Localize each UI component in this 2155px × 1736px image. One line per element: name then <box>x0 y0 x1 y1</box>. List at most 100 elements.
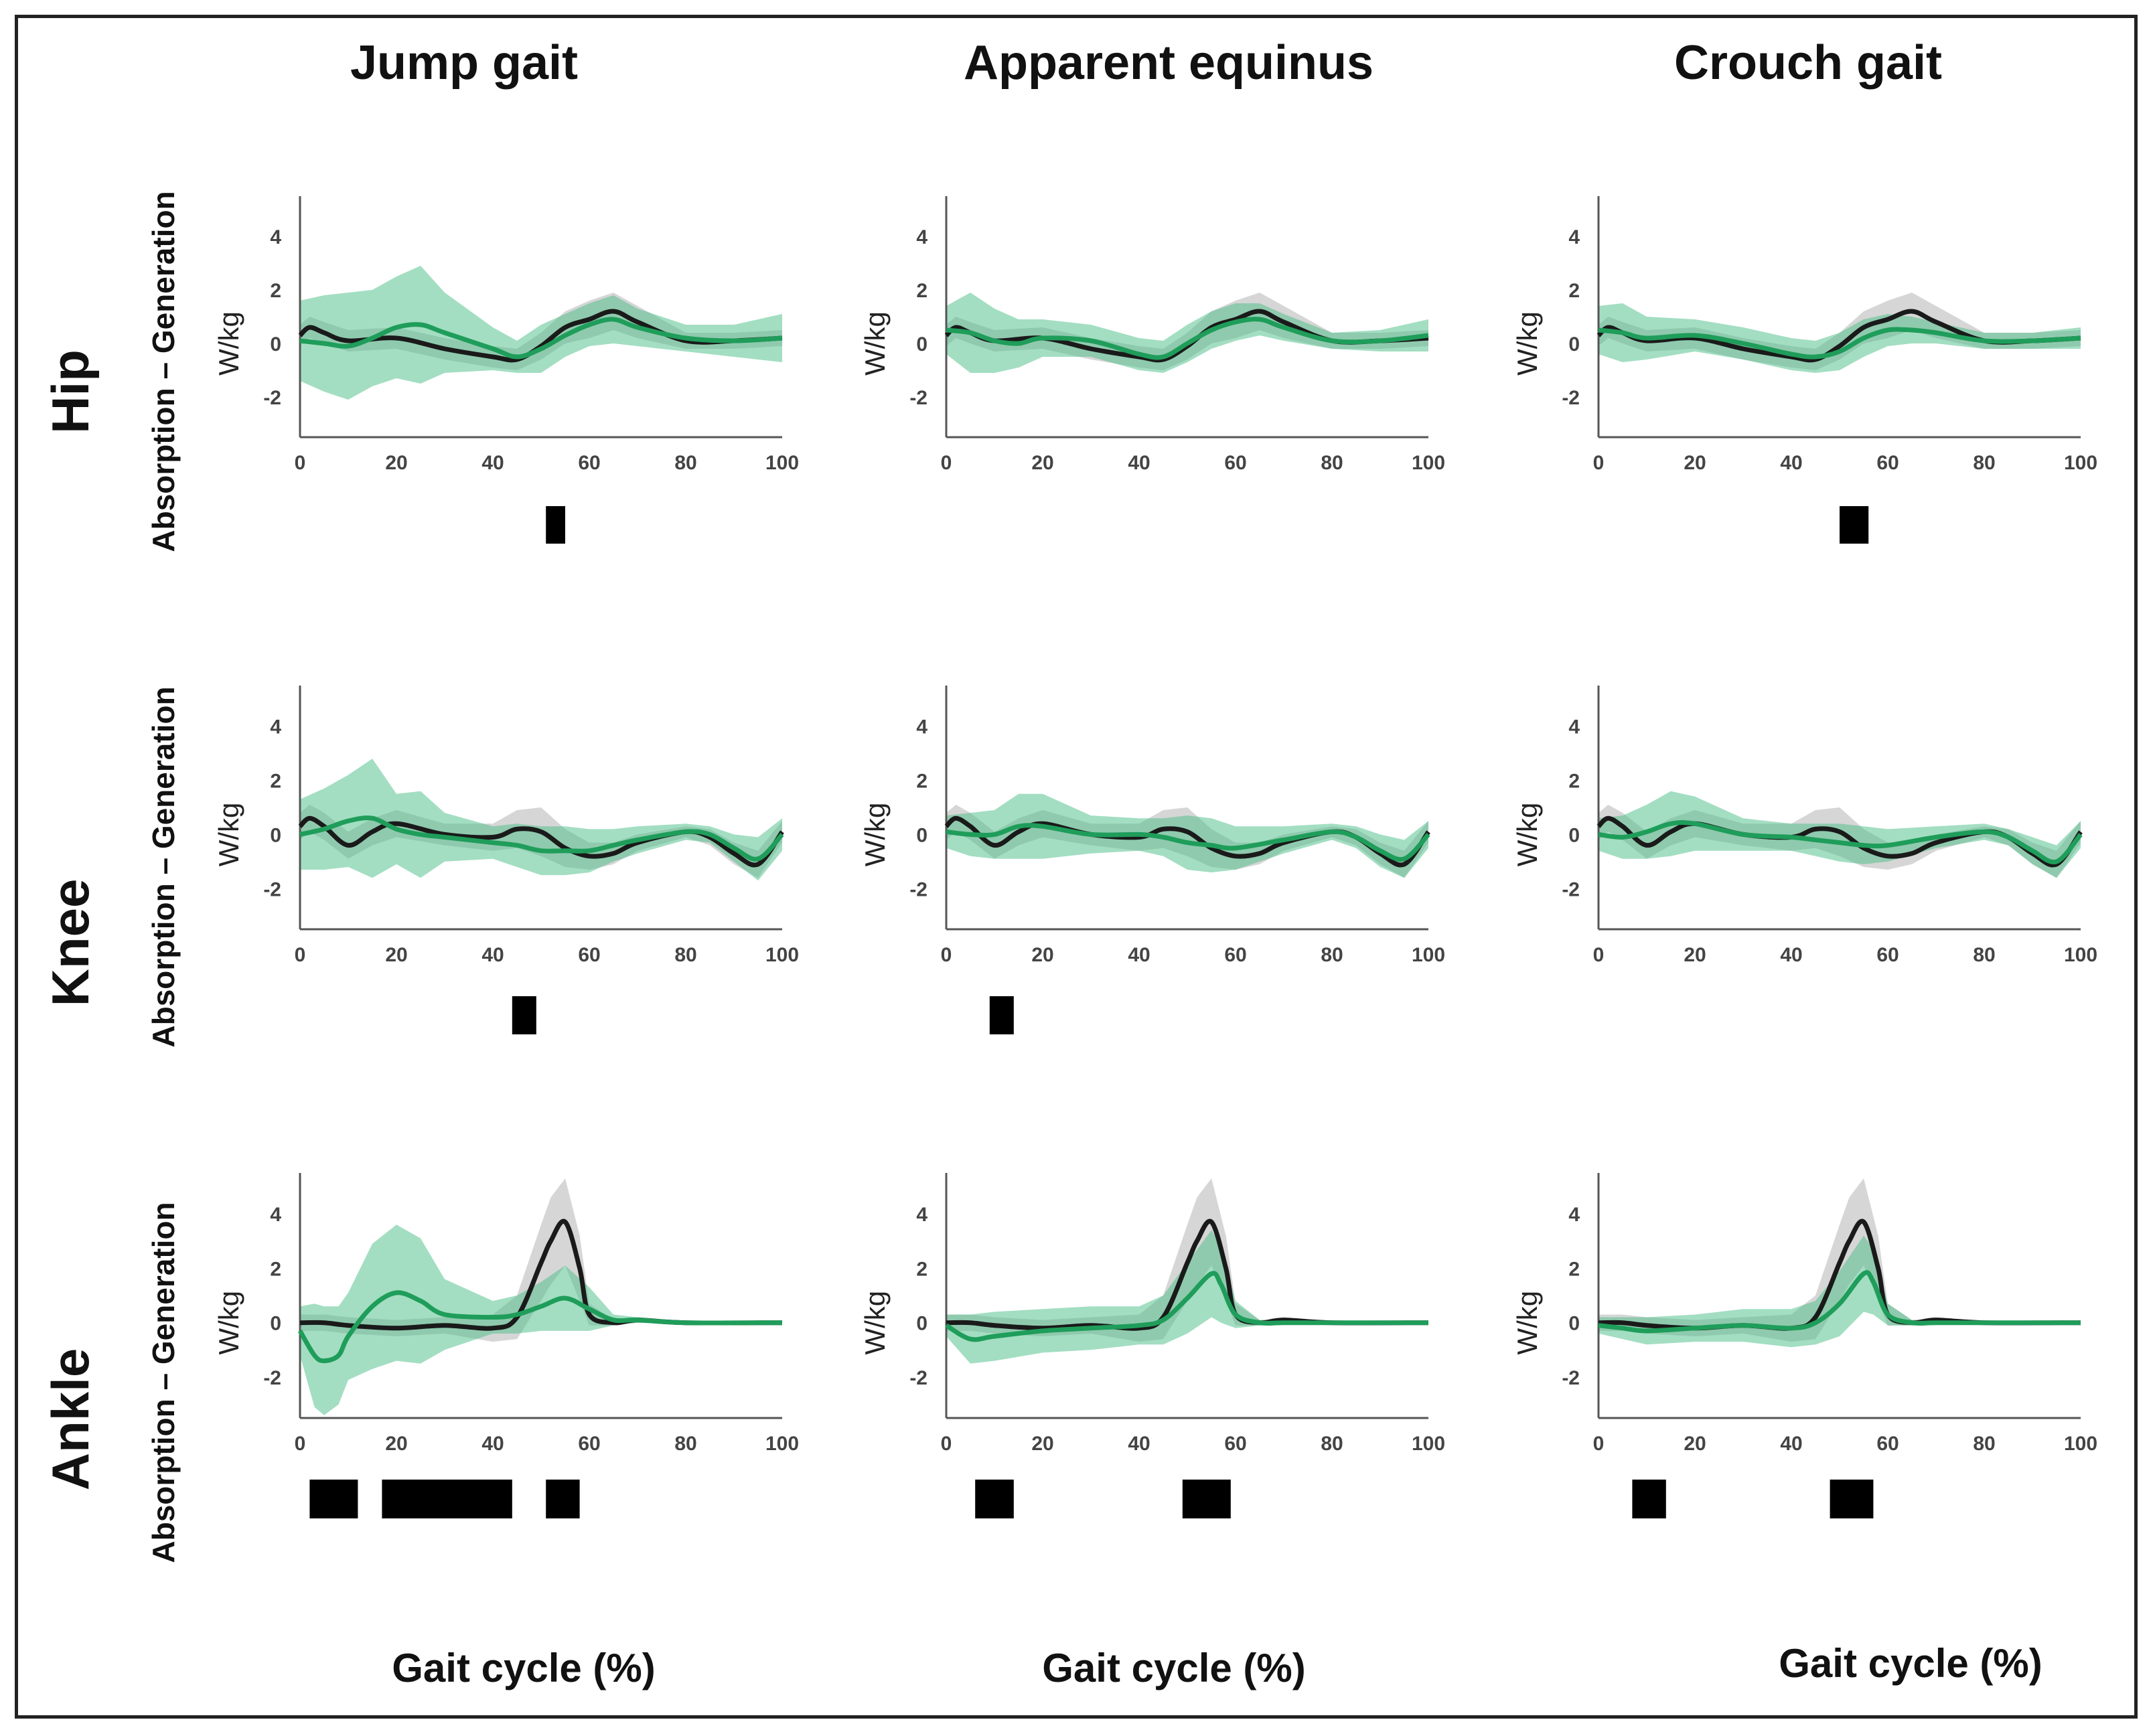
x-tick-label: 40 <box>1128 944 1150 966</box>
y-tick-label: 0 <box>916 1313 927 1335</box>
x-tick-label: 0 <box>941 944 952 966</box>
significance-bar <box>546 506 565 544</box>
x-tick-label: 40 <box>1128 452 1150 474</box>
x-tick-label: 20 <box>1684 944 1706 966</box>
x-tick-label: 80 <box>1973 1433 1995 1455</box>
group-line <box>1598 820 2083 865</box>
x-axis-label: Gait cycle (%) <box>1042 1646 1306 1690</box>
group-line <box>299 815 784 862</box>
x-tick-label: 0 <box>295 944 306 966</box>
group-line <box>946 317 1429 360</box>
y-tick-label: 2 <box>270 771 281 793</box>
y-axis-unit: W/kg <box>859 803 891 867</box>
group-sd-band <box>946 293 1428 373</box>
significance-bar <box>512 996 536 1034</box>
x-tick-label: 20 <box>385 944 407 966</box>
y-side-label: Absorption – Generation <box>146 686 181 1047</box>
group-sd-band <box>946 793 1428 878</box>
x-tick-label: 40 <box>481 944 504 966</box>
y-tick-label: 2 <box>1568 1258 1580 1280</box>
group-line <box>299 317 783 360</box>
significance-bar <box>989 996 1014 1034</box>
y-axis-unit: W/kg <box>213 1291 244 1355</box>
y-side-label: Absorption – Generation <box>146 1202 181 1563</box>
x-tick-label: 100 <box>765 452 799 474</box>
column-title: Crouch gait <box>1674 36 1942 90</box>
x-tick-label: 0 <box>1593 1433 1605 1455</box>
x-tick-label: 0 <box>941 452 952 474</box>
y-tick-label: 2 <box>1568 280 1580 302</box>
x-axis-label: Gait cycle (%) <box>392 1646 656 1690</box>
column-title: Jump gait <box>350 36 578 90</box>
y-tick-label: 4 <box>270 716 281 738</box>
x-tick-label: 60 <box>1224 1433 1246 1455</box>
y-axis-unit: W/kg <box>859 311 891 376</box>
y-axis-unit: W/kg <box>213 803 244 867</box>
x-tick-label: 40 <box>481 1433 504 1455</box>
x-tick-label: 20 <box>1031 1433 1053 1455</box>
x-tick-label: 80 <box>674 452 696 474</box>
y-tick-label: 0 <box>1568 333 1580 356</box>
reference-line <box>298 815 784 868</box>
x-tick-label: 100 <box>2064 944 2097 966</box>
y-axis-unit: W/kg <box>1511 803 1543 867</box>
group-line <box>946 823 1430 862</box>
y-tick-label: 4 <box>1568 226 1580 248</box>
y-tick-label: 0 <box>270 824 281 846</box>
row-label: Hip <box>41 349 100 434</box>
y-tick-label: 2 <box>916 771 927 793</box>
y-tick-label: 4 <box>916 1204 927 1226</box>
group-sd-band <box>1599 1235 2081 1348</box>
x-axis-label: Gait cycle (%) <box>1779 1641 2042 1686</box>
y-axis-unit: W/kg <box>859 1291 891 1355</box>
group-sd-band <box>300 1225 782 1415</box>
x-tick-label: 0 <box>295 452 306 474</box>
row-label: Ankle <box>41 1348 100 1490</box>
y-tick-label: -2 <box>909 1367 927 1389</box>
x-tick-label: 40 <box>1128 1433 1150 1455</box>
reference-line <box>946 1218 1429 1331</box>
y-tick-label: 2 <box>916 1258 927 1280</box>
group-line <box>1598 1270 2081 1334</box>
x-tick-label: 80 <box>1321 944 1343 966</box>
x-tick-label: 60 <box>578 452 600 474</box>
significance-bar <box>1830 1480 1874 1518</box>
x-tick-label: 40 <box>1780 452 1802 474</box>
significance-bar <box>309 1480 358 1518</box>
x-tick-label: 60 <box>578 1433 600 1455</box>
y-tick-label: -2 <box>909 387 927 409</box>
x-tick-label: 60 <box>1876 944 1899 966</box>
x-tick-label: 100 <box>765 944 799 966</box>
x-tick-label: 80 <box>674 1433 696 1455</box>
x-tick-label: 20 <box>1684 1433 1706 1455</box>
y-tick-label: 2 <box>916 280 927 302</box>
x-tick-label: 60 <box>578 944 600 966</box>
significance-bar <box>546 1480 580 1518</box>
y-tick-label: 2 <box>270 280 281 302</box>
group-line <box>1598 327 2081 360</box>
y-tick-label: 0 <box>1568 1313 1580 1335</box>
group-line <box>297 1290 783 1364</box>
x-tick-label: 60 <box>1224 944 1246 966</box>
significance-bar <box>382 1480 512 1518</box>
y-tick-label: -2 <box>263 387 281 409</box>
x-tick-label: 80 <box>1973 452 1995 474</box>
y-tick-label: 0 <box>916 824 927 846</box>
y-tick-label: -2 <box>909 878 927 900</box>
y-axis-unit: W/kg <box>1511 1291 1543 1355</box>
x-tick-label: 100 <box>1412 452 1445 474</box>
group-sd-band <box>300 266 782 400</box>
y-axis-unit: W/kg <box>213 311 244 376</box>
y-axis-unit: W/kg <box>1511 311 1543 376</box>
x-tick-label: 20 <box>1031 944 1053 966</box>
y-tick-label: 4 <box>916 716 927 738</box>
y-tick-label: 2 <box>270 1258 281 1280</box>
y-tick-label: 0 <box>270 1313 281 1335</box>
y-tick-label: -2 <box>263 878 281 900</box>
y-tick-label: -2 <box>1562 1367 1580 1389</box>
group-line <box>945 1271 1428 1342</box>
significance-bar <box>1632 1480 1666 1518</box>
x-tick-label: 0 <box>1593 944 1605 966</box>
x-tick-label: 40 <box>481 452 504 474</box>
